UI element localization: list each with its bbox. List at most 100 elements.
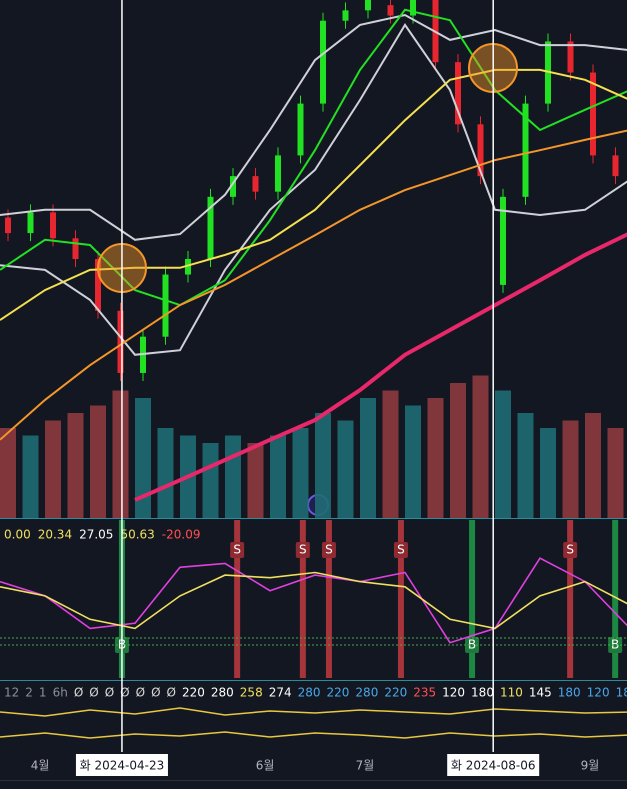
candle-body [342, 10, 349, 21]
signal-badge [393, 542, 408, 558]
volume-bar [472, 375, 489, 518]
line-series [0, 129, 627, 441]
candle-body [612, 155, 619, 177]
tier-value: 180 [616, 686, 627, 700]
tier-value: 1 [39, 686, 47, 700]
candle-body [387, 5, 394, 16]
volume-bar [495, 390, 511, 518]
tier-value: Ø [151, 686, 160, 700]
indicator-value: 20.34 [38, 528, 72, 542]
volume-bar [157, 428, 174, 518]
volume-bar [202, 443, 219, 518]
volume-bar [247, 443, 264, 518]
volume-bar [360, 398, 376, 518]
line-series [0, 731, 627, 739]
tier-value: 220 [327, 686, 350, 700]
candle-body [50, 212, 56, 239]
tier-value: 110 [500, 686, 523, 700]
tier-value: Ø [89, 686, 98, 700]
crosshair-tag [75, 754, 168, 776]
tier-value: 180 [558, 686, 581, 700]
candle-body [522, 103, 529, 197]
candle-body [500, 196, 506, 285]
candle-body [5, 217, 11, 234]
tier-value: 280 [298, 686, 321, 700]
volume-bar [337, 420, 354, 518]
volume-bar [405, 405, 421, 518]
time-label: 7월 [356, 759, 375, 773]
signal-bar [469, 520, 476, 678]
tier-value: 120 [442, 686, 465, 700]
signal-label: S [397, 543, 405, 557]
candle-body [567, 41, 574, 73]
tier-value: Ø [167, 686, 176, 700]
candle-body [455, 62, 461, 125]
volume-bar [517, 413, 534, 518]
candle-body [477, 124, 484, 177]
volume-bar [607, 428, 624, 518]
candle-body [72, 238, 79, 259]
indicator-value: 27.05 [79, 528, 113, 542]
volume-bar [225, 435, 241, 518]
candle-body [162, 274, 169, 337]
signal-label: S [233, 543, 241, 557]
signal-bar [567, 520, 574, 678]
volume-bar [540, 428, 556, 518]
signal-badge [563, 542, 578, 558]
indicator-value: 0.00 [4, 528, 31, 542]
signal-badge [321, 542, 336, 558]
candle-body [95, 259, 101, 311]
volume-bar [315, 413, 331, 518]
volume-bar [22, 435, 39, 518]
tier-value: 235 [413, 686, 436, 700]
tier-value: 120 [587, 686, 610, 700]
tier-value: 280 [211, 686, 234, 700]
volume-bar [292, 428, 309, 518]
volume-bar [382, 390, 399, 518]
crosshair-tag [447, 754, 540, 776]
signal-label: S [299, 543, 307, 557]
signal-badge [295, 542, 310, 558]
time-label: 4월 [31, 759, 50, 773]
line-series [0, 13, 627, 241]
volume-bar [90, 405, 106, 518]
candle-body [185, 259, 191, 275]
indicator-value: -20.09 [162, 528, 201, 542]
candle-body [410, 0, 416, 16]
volume-bar [562, 420, 579, 518]
tier-value: 220 [182, 686, 205, 700]
line-series [0, 8, 627, 307]
time-label: 9월 [581, 759, 600, 773]
line-series [0, 68, 627, 321]
signal-badge [230, 542, 245, 558]
candle-body [590, 72, 596, 156]
tier-value: 258 [240, 686, 263, 700]
tier-value: Ø [105, 686, 114, 700]
signal-bar [325, 520, 332, 678]
indicator-value: 50.63 [120, 528, 154, 542]
volume-bar [67, 413, 84, 518]
tier-value: Ø [136, 686, 145, 700]
candle-body [252, 176, 259, 192]
candle-body [117, 310, 124, 373]
volume-bar [45, 420, 61, 518]
candle-body [320, 20, 326, 104]
volume-bar [0, 428, 16, 518]
time-label: 6월 [256, 759, 275, 773]
volume-bar [135, 398, 151, 518]
crosshair-label: 화 2024-04-23 [80, 759, 165, 773]
tier-value: 2 [25, 686, 33, 700]
signal-bar [397, 520, 404, 678]
line-series [0, 23, 627, 356]
signal-label: S [566, 543, 574, 557]
candle-body [275, 155, 281, 192]
crosshair-label: 화 2024-08-06 [451, 759, 536, 773]
tier-value: 280 [355, 686, 378, 700]
tier-value: 274 [269, 686, 292, 700]
tier-value: 180 [471, 686, 494, 700]
tier-value: 220 [384, 686, 407, 700]
line-series [134, 232, 627, 502]
tier-value: Ø [74, 686, 83, 700]
